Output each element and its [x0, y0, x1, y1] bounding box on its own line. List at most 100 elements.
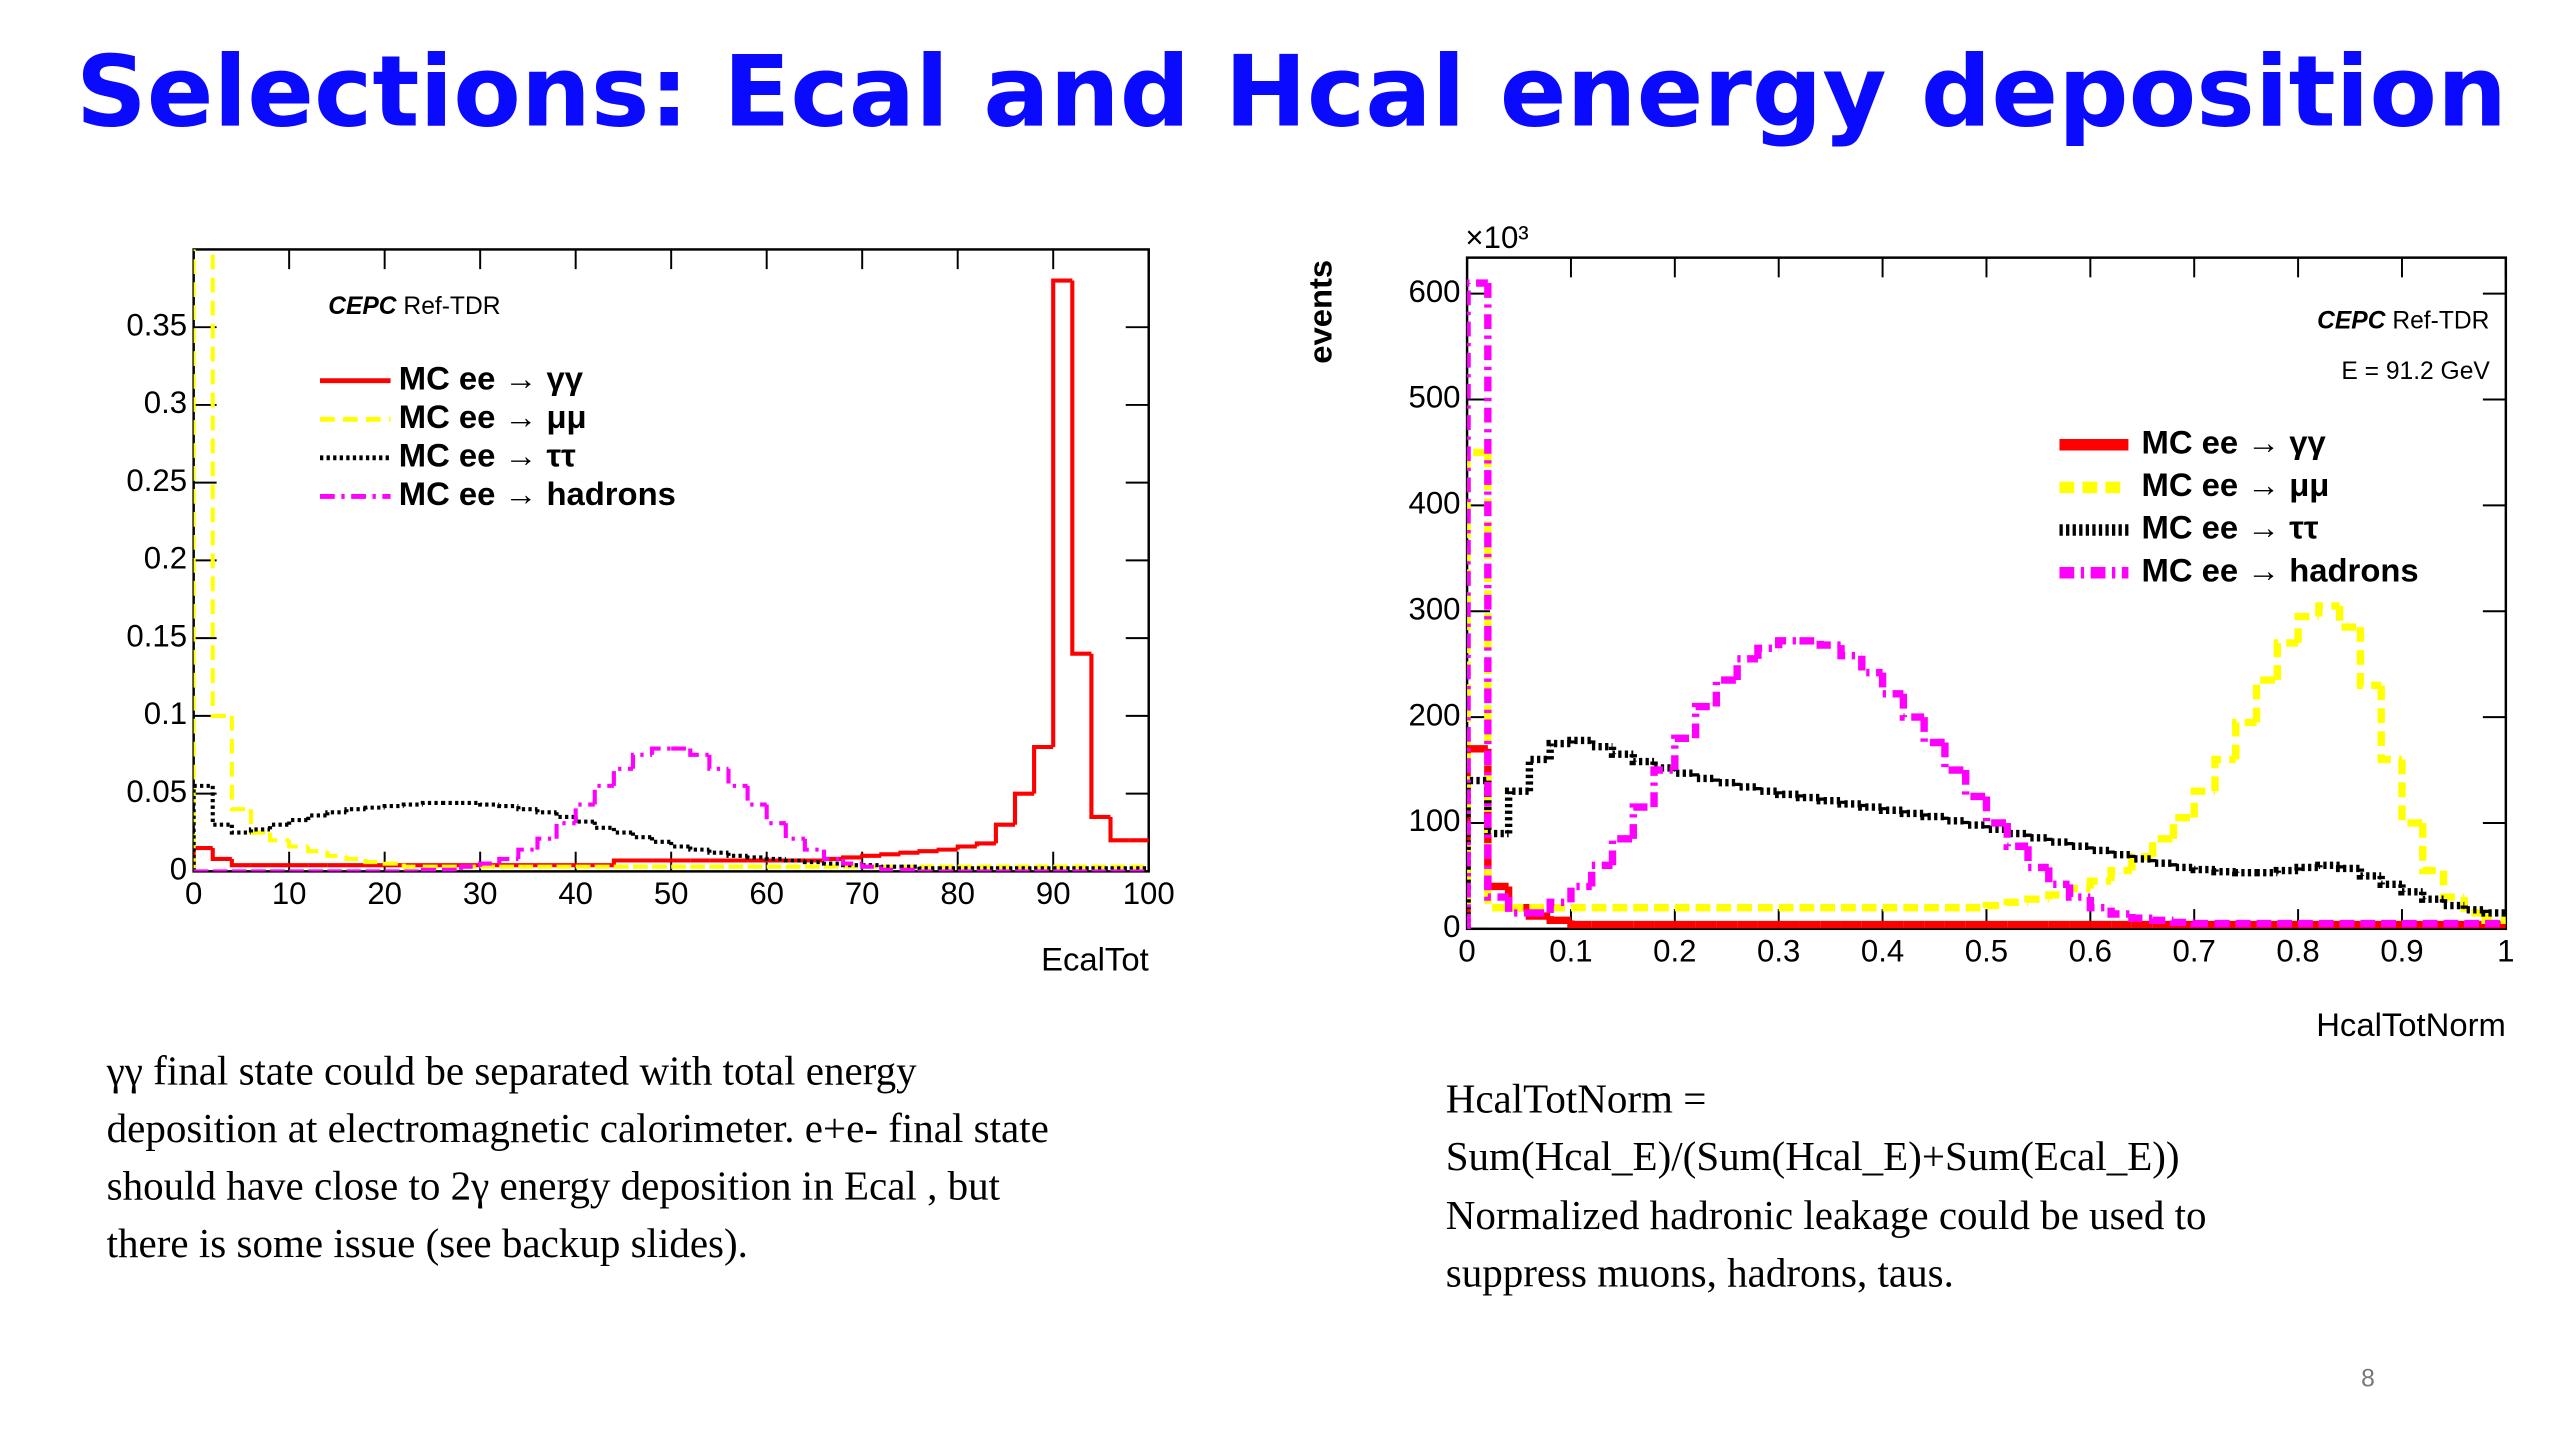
- histogram-bin: [688, 748, 710, 757]
- histogram-bin: [2273, 639, 2299, 681]
- histogram-bin: [1775, 637, 1800, 649]
- y-tick-label: 0.25: [126, 463, 187, 498]
- x-tick-label: 0: [185, 876, 202, 911]
- x-tick-label: 40: [558, 876, 593, 911]
- histogram-bin: [1754, 644, 1779, 659]
- histogram-bin: [401, 863, 423, 869]
- histogram-bin: [1899, 809, 1925, 818]
- series: [193, 278, 1149, 872]
- histogram-bin: [2211, 867, 2236, 876]
- histogram-bin: [1671, 734, 1696, 771]
- histogram-bin: [2398, 884, 2423, 896]
- histogram-bin: [1754, 786, 1779, 795]
- histogram-bin: [1608, 835, 1634, 866]
- histogram-bin: [1608, 746, 1634, 758]
- histogram-bin: [1691, 702, 1717, 739]
- histogram-bin: [554, 812, 576, 820]
- histogram-bin: [1733, 782, 1758, 791]
- histogram-bin: [707, 849, 729, 855]
- x-tick-label: 0.4: [1861, 934, 1904, 969]
- histogram-bin: [1837, 800, 1862, 808]
- histogram-bin: [2065, 842, 2091, 850]
- histogram-bin: [1588, 861, 1613, 887]
- histogram-bin: [535, 836, 557, 850]
- histogram-bin: [2148, 916, 2174, 925]
- histogram-bin: [554, 821, 576, 839]
- histogram-bin: [2148, 858, 2174, 867]
- histogram-bin: [2356, 627, 2382, 690]
- page-number: 8: [2361, 1366, 2375, 1393]
- legend-label: MC ee → μμ: [2142, 466, 2330, 503]
- histogram-bin: [363, 858, 385, 865]
- histogram-bin: [1961, 770, 1987, 801]
- histogram-bin: [2273, 866, 2299, 875]
- x-tick-label: 70: [845, 876, 880, 911]
- histogram-bin: [898, 850, 920, 855]
- histogram-bin: [917, 866, 939, 871]
- histogram-bin: [535, 809, 557, 815]
- x-tick-label: 0.8: [2276, 934, 2319, 969]
- histogram-bin: [1878, 672, 1904, 698]
- histogram-bin: [783, 858, 805, 863]
- histogram-bin: [611, 766, 633, 786]
- x-tick-label: 0.6: [2069, 934, 2112, 969]
- histogram-bin: [2086, 846, 2112, 855]
- histogram-bin: [2356, 868, 2382, 880]
- histogram-bin: [993, 822, 1016, 844]
- x-tick-label: 30: [463, 876, 498, 911]
- slide-title: Selections: Ecal and Hcal energy deposit…: [76, 35, 2507, 149]
- histogram-bin: [1504, 897, 1530, 917]
- x-tick-label: 0: [1458, 934, 1475, 969]
- histogram-bin: [2439, 899, 2465, 910]
- histogram-bin: [1941, 816, 1966, 825]
- histogram-bin: [1650, 761, 1675, 772]
- x-axis-label: HcalTotNorm: [2316, 1006, 2506, 1043]
- histogram-bin: [1650, 766, 1675, 808]
- histogram-bin: [611, 858, 633, 866]
- histogram-bin: [1567, 882, 1592, 903]
- experiment: CEPC: [328, 292, 398, 319]
- histogram-bin: [630, 752, 653, 769]
- histogram-bin: [2315, 602, 2340, 617]
- histogram-bin: [1816, 797, 1842, 805]
- histogram-bin: [2377, 685, 2402, 764]
- legend-label: MC ee → ττ: [2142, 509, 2319, 546]
- legend-label: MC ee → hadrons: [2142, 551, 2419, 588]
- histogram-bin: [401, 802, 423, 807]
- y-tick-label: 600: [1409, 274, 1461, 309]
- histogram-bin: [2024, 895, 2049, 903]
- x-tick-label: 20: [367, 876, 402, 911]
- histogram-bin: [459, 864, 481, 870]
- note-line: deposition at electromagnetic calorimete…: [107, 1105, 1049, 1151]
- histogram-bin: [650, 746, 672, 755]
- histogram-bin: [516, 806, 538, 812]
- histogram-bin: [229, 858, 251, 868]
- histogram-bin: [1878, 806, 1904, 814]
- y-tick-label: 0.2: [144, 541, 187, 576]
- x-tick-label: 0.5: [1965, 934, 2008, 969]
- y-axis-label: events: [1301, 260, 1338, 364]
- experiment: CEPC: [2317, 307, 2387, 334]
- histogram-bin: [2003, 822, 2029, 850]
- histogram-bin: [2211, 755, 2236, 792]
- histogram-bin: [210, 848, 232, 861]
- histogram-bin: [821, 861, 844, 866]
- histogram-bin: [363, 805, 385, 810]
- note-line: Normalized hadronic leakage could be use…: [1446, 1192, 2207, 1238]
- histogram-bin: [2045, 867, 2070, 889]
- histogram-bin: [2107, 850, 2132, 859]
- histogram-bin: [478, 861, 500, 867]
- histogram-bin: [382, 861, 404, 866]
- y-tick-label: 0: [1443, 909, 1460, 944]
- histogram-bin: [2190, 919, 2215, 928]
- histogram-bin: [1816, 640, 1842, 649]
- histogram-bin: [497, 856, 519, 864]
- histogram-bin: [726, 768, 748, 788]
- histogram-bin: [1712, 778, 1738, 787]
- histogram-bin: [2128, 913, 2153, 922]
- histogram-bin: [1546, 916, 1571, 925]
- histogram-bin: [860, 853, 882, 858]
- annotation-label: Ref-TDR: [403, 292, 500, 319]
- y-tick-label: 0.05: [126, 774, 187, 809]
- histogram-bin: [2315, 861, 2340, 869]
